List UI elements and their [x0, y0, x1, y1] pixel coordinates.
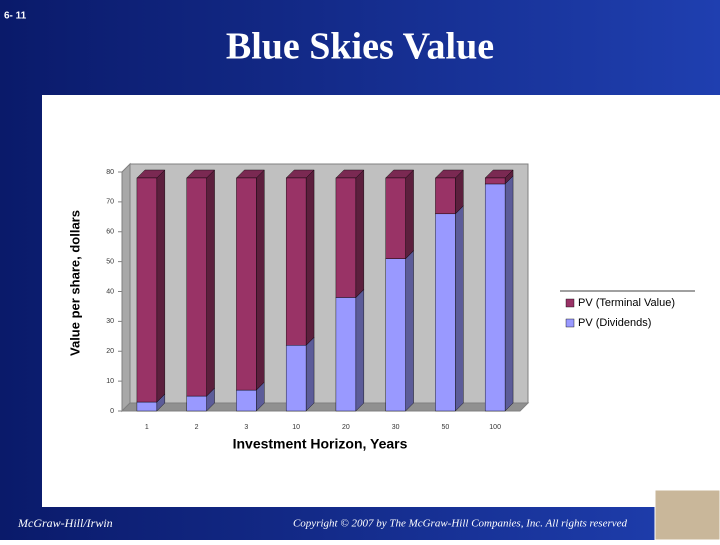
- y-tick-label: 70: [106, 199, 114, 206]
- bar: [484, 183, 506, 412]
- bar: [236, 177, 257, 391]
- footer-left: McGraw-Hill/Irwin: [17, 516, 113, 530]
- x-tick-label: 10: [292, 424, 300, 431]
- footer-right: Copyright © 2007 by The McGraw-Hill Comp…: [293, 518, 628, 530]
- bar: [136, 177, 158, 403]
- bar-side: [305, 336, 315, 412]
- x-axis-title: Investment Horizon, Years: [233, 436, 408, 452]
- y-tick-label: 40: [106, 288, 114, 295]
- y-tick-label: 10: [106, 378, 114, 385]
- bar: [285, 345, 307, 412]
- legend-swatch: [565, 298, 575, 308]
- y-tick-label: 60: [106, 229, 114, 236]
- slide-title: Blue Skies Value: [226, 26, 494, 68]
- bar-side: [206, 169, 215, 397]
- legend-swatch: [565, 318, 575, 328]
- x-tick-label: 1: [145, 424, 149, 431]
- y-axis-title: Value per share, dollars: [67, 210, 82, 356]
- floor: [120, 402, 530, 412]
- x-tick-label: 2: [195, 424, 199, 431]
- x-tick-label: 50: [441, 424, 449, 431]
- bar: [435, 213, 456, 412]
- book-thumbnail: [654, 489, 720, 541]
- bar: [186, 395, 207, 412]
- bar-side: [405, 250, 414, 412]
- bar-side: [355, 288, 365, 412]
- y-tick-label: 80: [106, 169, 114, 176]
- bar: [335, 297, 357, 412]
- bar: [136, 401, 158, 412]
- x-tick-label: 20: [342, 424, 350, 431]
- bar-side: [504, 175, 514, 412]
- x-tick-label: 3: [244, 424, 248, 431]
- y-tick-label: 0: [110, 408, 114, 415]
- y-tick-label: 20: [106, 348, 114, 355]
- plot: 0 10 20 30 40 50 60 70 80 1 2 3 10 20 30 50 100 PV (Termi…: [106, 162, 695, 431]
- legend-label: PV (Terminal Value): [578, 297, 675, 309]
- legend-label: PV (Dividends): [578, 317, 651, 329]
- bar-side: [405, 169, 414, 260]
- y-tick-label: 30: [106, 318, 114, 325]
- bar: [385, 177, 406, 259]
- bar: [335, 177, 357, 298]
- bar: [435, 177, 456, 215]
- bar: [385, 258, 406, 412]
- side-wall: [121, 162, 131, 413]
- bar-side: [455, 205, 464, 412]
- bar: [484, 177, 506, 185]
- bar: [186, 177, 207, 397]
- bar-side: [256, 169, 265, 391]
- bar: [285, 177, 307, 346]
- slide-number: 6- 11: [4, 11, 27, 22]
- y-tick-label: 50: [106, 258, 114, 265]
- bar-side: [355, 169, 365, 298]
- bar: [236, 389, 257, 412]
- x-tick-label: 30: [392, 424, 400, 431]
- x-tick-label: 100: [489, 424, 501, 431]
- bar-side: [305, 169, 315, 346]
- bar-side: [156, 169, 166, 403]
